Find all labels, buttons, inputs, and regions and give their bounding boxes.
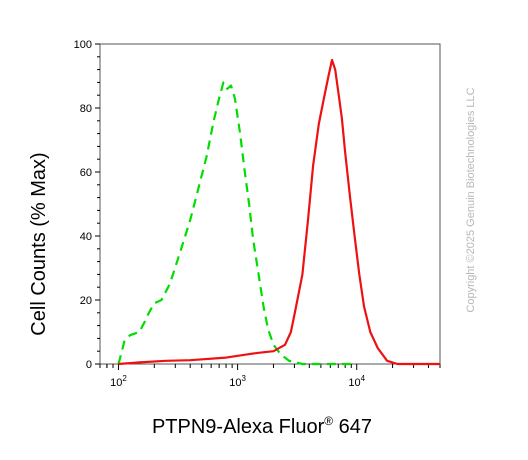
series-group bbox=[117, 58, 440, 366]
series-line-dashed bbox=[117, 81, 357, 366]
y-tick-label: 80 bbox=[80, 103, 92, 115]
x-axis-title-main: PTPN9-Alexa Fluor bbox=[152, 416, 325, 438]
y-tick-label: 40 bbox=[80, 231, 92, 243]
copyright-watermark: Copyright ©2025 Genuin Biotechnologies L… bbox=[465, 87, 477, 312]
y-axis-title: Cell Counts (% Max) bbox=[28, 152, 50, 335]
y-tick-label: 100 bbox=[74, 39, 92, 51]
x-axis-title: PTPN9-Alexa Fluor® 647 bbox=[152, 414, 372, 438]
plot-frame bbox=[99, 43, 441, 365]
x-tick-base: 10 bbox=[110, 377, 122, 389]
x-axis-title-superscript: ® bbox=[324, 414, 333, 428]
x-tick-label: 104 bbox=[348, 374, 365, 389]
x-tick-exponent: 2 bbox=[122, 374, 127, 383]
y-tick-label: 0 bbox=[86, 359, 92, 371]
series-line-solid bbox=[118, 58, 440, 366]
y-tick-label: 60 bbox=[80, 167, 92, 179]
x-tick-exponent: 4 bbox=[361, 374, 366, 383]
x-tick-label: 102 bbox=[110, 374, 127, 389]
x-tick-label: 103 bbox=[229, 374, 246, 389]
x-axis-title-suffix: 647 bbox=[333, 416, 372, 438]
x-tick-exponent: 3 bbox=[241, 374, 246, 383]
y-axis: 0 20 40 60 80 100 bbox=[74, 39, 100, 371]
x-tick-base: 10 bbox=[229, 377, 241, 389]
y-tick-label: 20 bbox=[80, 295, 92, 307]
x-axis: 102 103 104 bbox=[99, 364, 441, 389]
x-tick-base: 10 bbox=[348, 377, 360, 389]
